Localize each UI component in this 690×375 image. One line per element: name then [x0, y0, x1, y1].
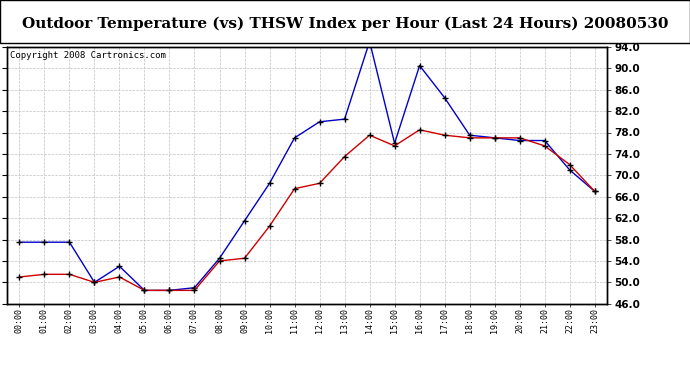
Text: Copyright 2008 Cartronics.com: Copyright 2008 Cartronics.com [10, 51, 166, 60]
Text: Outdoor Temperature (vs) THSW Index per Hour (Last 24 Hours) 20080530: Outdoor Temperature (vs) THSW Index per … [22, 16, 668, 31]
Text: Outdoor Temperature (vs) THSW Index per Hour (Last 24 Hours) 20080530: Outdoor Temperature (vs) THSW Index per … [22, 16, 668, 31]
